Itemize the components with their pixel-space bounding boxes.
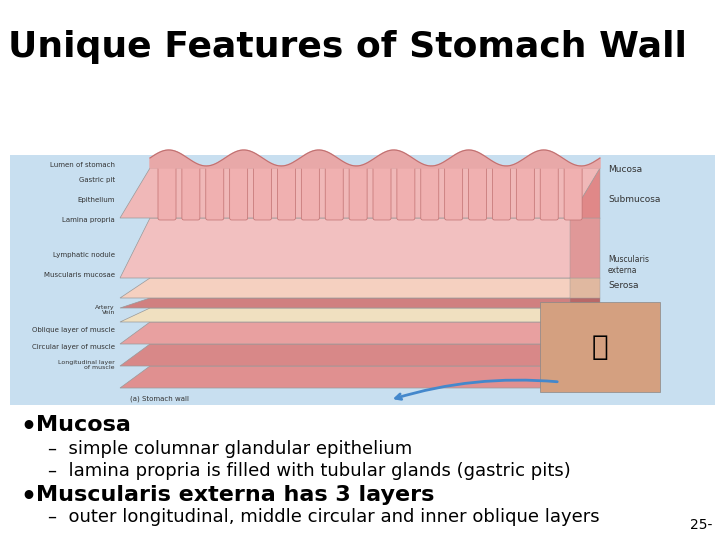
FancyBboxPatch shape [492,166,510,220]
Text: Longitudinal layer
of muscle: Longitudinal layer of muscle [58,360,115,370]
Polygon shape [150,150,600,168]
Text: Artery
Vein: Artery Vein [95,305,115,315]
Text: Lumen of stomach: Lumen of stomach [50,162,115,168]
Text: Circular layer of muscle: Circular layer of muscle [32,344,115,350]
Text: Unique Features of Stomach Wall: Unique Features of Stomach Wall [8,30,687,64]
Polygon shape [120,218,600,278]
Text: Muscularis
externa: Muscularis externa [608,255,649,275]
FancyBboxPatch shape [373,166,391,220]
Text: –  simple columnar glandular epithelium: – simple columnar glandular epithelium [48,440,413,458]
Polygon shape [120,298,600,308]
FancyBboxPatch shape [540,166,558,220]
FancyBboxPatch shape [516,166,534,220]
Text: Lamina propria: Lamina propria [62,217,115,223]
FancyBboxPatch shape [158,166,176,220]
Polygon shape [570,218,600,278]
Polygon shape [120,278,600,298]
FancyBboxPatch shape [206,166,224,220]
FancyBboxPatch shape [469,166,487,220]
FancyBboxPatch shape [253,166,271,220]
Text: Mucosa: Mucosa [36,415,131,435]
Text: 25-: 25- [690,518,712,532]
Polygon shape [570,344,600,366]
Text: Muscularis mucosae: Muscularis mucosae [44,272,115,278]
Polygon shape [120,322,600,344]
FancyBboxPatch shape [420,166,438,220]
Polygon shape [570,168,600,218]
Text: Submucosa: Submucosa [608,195,660,205]
Polygon shape [120,168,600,218]
Polygon shape [120,366,600,388]
Polygon shape [570,278,600,298]
Text: –  lamina propria is filled with tubular glands (gastric pits): – lamina propria is filled with tubular … [48,462,571,480]
FancyBboxPatch shape [564,166,582,220]
Text: Serosa: Serosa [608,280,639,289]
Text: Epithelium: Epithelium [78,197,115,203]
FancyBboxPatch shape [445,166,463,220]
Text: Lymphatic nodule: Lymphatic nodule [53,252,115,258]
Bar [540,302,660,392]
FancyBboxPatch shape [349,166,367,220]
Text: Oblique layer of muscle: Oblique layer of muscle [32,327,115,333]
Text: Gastric pit: Gastric pit [79,177,115,183]
FancyBboxPatch shape [397,166,415,220]
FancyBboxPatch shape [182,166,200,220]
Polygon shape [570,366,600,388]
Text: •: • [20,485,36,509]
FancyBboxPatch shape [230,166,248,220]
FancyBboxPatch shape [302,166,320,220]
Polygon shape [120,344,600,366]
Bar [10,155,715,405]
Text: (a) Stomach wall: (a) Stomach wall [130,395,189,402]
Polygon shape [570,322,600,344]
FancyBboxPatch shape [325,166,343,220]
Text: Mucosa: Mucosa [608,165,642,174]
Polygon shape [120,308,600,322]
Text: •: • [20,415,36,439]
Text: –  outer longitudinal, middle circular and inner oblique layers: – outer longitudinal, middle circular an… [48,508,600,526]
FancyBboxPatch shape [277,166,295,220]
Text: Muscularis externa has 3 layers: Muscularis externa has 3 layers [36,485,434,505]
Polygon shape [570,298,600,308]
Text: 🫀: 🫀 [592,333,608,361]
Polygon shape [570,308,600,322]
